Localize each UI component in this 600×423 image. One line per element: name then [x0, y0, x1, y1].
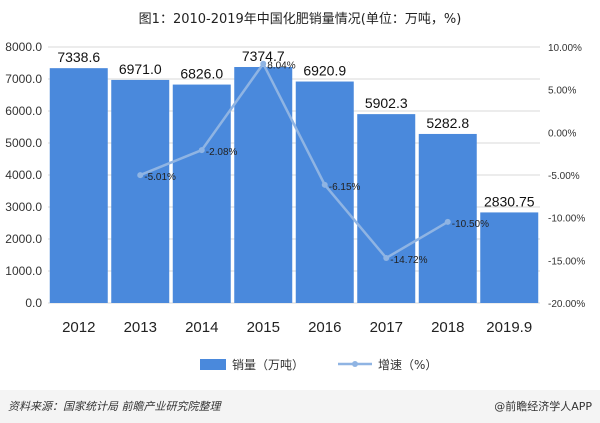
- y-left-tick-0: 0.0: [25, 296, 42, 310]
- bar-label-2016: 6920.9: [303, 63, 346, 79]
- x-tick-2014: 2014: [185, 319, 218, 336]
- x-axis: 2012 2013 2014 2015 2016 2017 2018 2019.9: [62, 319, 532, 336]
- bar-label-2019.9: 2830.75: [484, 193, 535, 209]
- y-axis-right: -20.00% -15.00% -10.00% -5.00% 0.00% 5.00% 10.…: [548, 43, 585, 310]
- legend-label-sales: 销量（万吨）: [232, 358, 304, 372]
- brand-credit: @前瞻经济学人APP: [494, 400, 592, 413]
- growth-label-2014: -2.08%: [206, 147, 238, 158]
- growth-line: -5.01% -2.08% 8.04% -6.15% -14.72% -10.50%: [137, 60, 489, 266]
- bar-2014: [172, 84, 231, 304]
- bar-label-2018: 5282.8: [426, 115, 469, 131]
- x-tick-2015: 2015: [247, 319, 280, 336]
- footer: 资料来源：国家统计局 前瞻产业研究院整理 @前瞻经济学人APP: [0, 390, 600, 423]
- x-tick-2018: 2018: [431, 319, 464, 336]
- legend-label-growth: 增速（%）: [378, 358, 437, 372]
- x-tick-2017: 2017: [370, 319, 403, 336]
- bar-label-2014: 6826.0: [180, 66, 223, 82]
- bar-label-2017: 5902.3: [365, 95, 408, 111]
- y-left-tick-5: 5000.0: [5, 136, 42, 150]
- legend: 销量（万吨） 增速（%）: [200, 358, 437, 372]
- bar-2018: [418, 133, 477, 303]
- bar-2012: [49, 68, 108, 304]
- growth-point-2014: [198, 147, 205, 154]
- x-tick-2012: 2012: [62, 319, 95, 336]
- x-tick-2013: 2013: [124, 319, 157, 336]
- y-right-tick-0: -20.00%: [548, 299, 585, 310]
- y-left-tick-4: 4000.0: [5, 168, 42, 182]
- y-right-tick-4: 0.00%: [548, 128, 576, 139]
- growth-label-2016: -6.15%: [329, 182, 361, 193]
- growth-point-2015: [260, 60, 267, 67]
- legend-marker-growth: [352, 361, 358, 367]
- growth-line-path: [139, 61, 449, 260]
- y-right-tick-3: -5.00%: [548, 171, 580, 182]
- legend-swatch-sales: [200, 359, 226, 370]
- y-right-tick-6: 10.00%: [548, 43, 582, 54]
- growth-point-2018: [444, 218, 451, 225]
- bar-label-2015: 7374.7: [242, 48, 285, 64]
- bar-2019.9: [480, 212, 539, 303]
- x-tick-2019.9: 2019.9: [486, 319, 532, 336]
- growth-label-2018: -10.50%: [452, 219, 489, 230]
- bar-label-2013: 6971.0: [119, 61, 162, 77]
- growth-label-2015: 8.04%: [267, 61, 295, 72]
- y-right-tick-1: -15.00%: [548, 256, 585, 267]
- bar-2016: [295, 81, 354, 304]
- bar-2013: [111, 79, 170, 303]
- y-left-tick-7: 7000.0: [5, 72, 42, 86]
- y-left-tick-8: 8000.0: [5, 40, 42, 54]
- y-left-tick-3: 3000.0: [5, 200, 42, 214]
- chart: 7338.6 6971.0 6826.0 7374.7 6920.9 5902.3 5282…: [5, 40, 585, 372]
- growth-point-2017: [383, 254, 390, 261]
- y-right-tick-2: -10.00%: [548, 214, 585, 225]
- chart-title: 图1：2010-2019年中国化肥销量情况(单位：万吨，%): [138, 12, 462, 27]
- bar-labels: 7338.6 6971.0 6826.0 7374.7 6920.9 5902.3 5282…: [57, 48, 534, 209]
- bar-label-2012: 7338.6: [57, 49, 100, 65]
- bar-2015: [234, 67, 293, 303]
- bars: [49, 67, 539, 304]
- x-tick-2016: 2016: [308, 319, 341, 336]
- y-axis-left: 0.0 1000.0 2000.0 3000.0 4000.0 5000.0 6000.0 7…: [5, 40, 42, 310]
- bar-2017: [357, 114, 416, 303]
- y-left-tick-6: 6000.0: [5, 104, 42, 118]
- y-left-tick-2: 2000.0: [5, 232, 42, 246]
- y-right-tick-5: 5.00%: [548, 86, 576, 97]
- growth-point-2016: [321, 181, 328, 188]
- growth-label-2013: -5.01%: [144, 172, 176, 183]
- y-left-tick-1: 1000.0: [5, 264, 42, 278]
- growth-point-2013: [137, 172, 144, 179]
- growth-label-2017: -14.72%: [390, 255, 427, 266]
- source-note: 资料来源：国家统计局 前瞻产业研究院整理: [8, 400, 221, 413]
